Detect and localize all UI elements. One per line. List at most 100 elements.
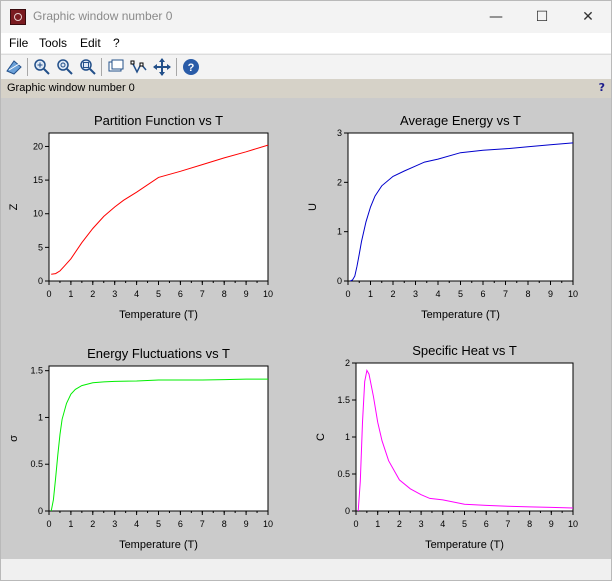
toolbar: ? <box>1 54 611 80</box>
plot-area <box>48 365 269 512</box>
x-tick-label: 9 <box>244 289 249 299</box>
y-tick-label: 0 <box>337 276 342 286</box>
x-tick-label: 6 <box>178 289 183 299</box>
x-tick-label: 5 <box>156 289 161 299</box>
x-axis-label: Temperature (T) <box>119 539 198 551</box>
svg-text:?: ? <box>188 62 195 74</box>
x-tick-label: 7 <box>503 289 508 299</box>
x-tick-label: 7 <box>200 519 205 529</box>
x-tick-label: 7 <box>505 519 510 529</box>
x-tick-label: 9 <box>548 289 553 299</box>
y-axis-label: U <box>307 203 319 211</box>
chart-4: Specific Heat vs T 0 1 2 3 4 5 6 7 8 9 10 0 0.5 1 1.5 2 T… <box>315 343 578 551</box>
zoom-in-icon[interactable] <box>33 58 51 76</box>
x-tick-label: 4 <box>134 289 139 299</box>
x-tick-label: 10 <box>568 289 578 299</box>
menu-tools[interactable]: Tools <box>39 36 68 50</box>
x-tick-label: 2 <box>90 519 95 529</box>
x-tick-label: 3 <box>413 289 418 299</box>
maximize-icon: ☐ <box>535 9 549 25</box>
graphics-canvas[interactable]: Partition Function vs T 0 1 2 3 4 5 6 7 8 9 10 0 5 10 1… <box>1 98 611 559</box>
datatip-icon[interactable] <box>107 58 125 76</box>
x-tick-label: 2 <box>397 519 402 529</box>
x-tick-label: 1 <box>68 289 73 299</box>
status-bar <box>1 559 611 580</box>
x-tick-label: 0 <box>345 289 350 299</box>
chart-title: Energy Fluctuations vs T <box>87 346 230 361</box>
y-tick-label: 5 <box>38 242 43 252</box>
minimize-button[interactable]: — <box>473 1 519 33</box>
chart-2: Average Energy vs T0 1 2 3 4 5 6 7 8 9 100123Tempe… <box>307 113 578 321</box>
chart-title: Partition Function vs T <box>94 113 223 128</box>
chart-3: Energy Fluctuations vs T 0 1 2 3 4 5 6 7 8 9 10 0 0.5… <box>8 346 273 551</box>
rotate-icon[interactable] <box>5 58 23 76</box>
menu-help[interactable]: ? <box>113 36 120 50</box>
x-tick-label: 10 <box>568 519 578 529</box>
menu-file[interactable]: File <box>9 36 29 50</box>
move-icon[interactable] <box>153 58 171 76</box>
x-tick-label: 10 <box>263 519 273 529</box>
chart-title: Average Energy vs T <box>400 113 521 128</box>
maximize-button[interactable]: ☐ <box>519 1 565 33</box>
y-tick-label: 0 <box>38 506 43 516</box>
x-tick-label: 3 <box>112 289 117 299</box>
x-tick-label: 3 <box>112 519 117 529</box>
x-tick-label: 9 <box>244 519 249 529</box>
plot-area <box>355 362 574 512</box>
y-axis-label: Z <box>8 203 20 210</box>
x-tick-label: 1 <box>375 519 380 529</box>
x-tick-label: 8 <box>525 289 530 299</box>
plot-area <box>48 132 269 282</box>
series-line <box>50 378 268 512</box>
close-icon: ✕ <box>582 9 594 25</box>
y-tick-label: 2 <box>345 358 350 368</box>
x-tick-label: 1 <box>368 289 373 299</box>
series-line <box>357 368 574 512</box>
minimize-icon: — <box>489 9 503 25</box>
x-tick-label: 9 <box>549 519 554 529</box>
info-help-icon[interactable]: ? <box>598 81 605 94</box>
y-tick-label: 1.5 <box>337 395 350 405</box>
x-axis-label: Temperature (T) <box>119 309 198 321</box>
x-tick-label: 10 <box>263 289 273 299</box>
x-tick-label: 4 <box>435 289 440 299</box>
y-tick-label: 20 <box>33 141 43 151</box>
menu-edit[interactable]: Edit <box>80 36 101 50</box>
plot-area <box>347 132 574 282</box>
series-line <box>350 142 574 282</box>
plots-svg: Partition Function vs T0 1 2 3 4 5 6 7 8 9 1005101… <box>8 113 578 551</box>
zoom-area-icon[interactable] <box>79 58 97 76</box>
menu-bar: File Tools Edit ? <box>1 33 611 53</box>
y-tick-label: 10 <box>33 209 43 219</box>
x-axis-label: Temperature (T) <box>421 309 500 321</box>
series-line <box>51 144 269 275</box>
x-tick-label: 6 <box>480 289 485 299</box>
x-tick-label: 1 <box>68 519 73 529</box>
curve-edit-icon[interactable] <box>130 58 148 76</box>
x-tick-label: 5 <box>462 519 467 529</box>
y-tick-label: 3 <box>337 128 342 138</box>
x-tick-label: 0 <box>46 289 51 299</box>
x-tick-label: 5 <box>458 289 463 299</box>
x-tick-label: 7 <box>200 289 205 299</box>
x-tick-label: 8 <box>222 519 227 529</box>
y-tick-label: 0.5 <box>30 459 43 469</box>
zoom-reset-icon[interactable] <box>56 58 74 76</box>
chart-1: Partition Function vs T 0 1 2 3 4 5 6 7 8 9 10 0 5 10 1… <box>8 113 273 321</box>
x-tick-label: 0 <box>353 519 358 529</box>
x-tick-label: 0 <box>46 519 51 529</box>
title-bar[interactable]: Graphic window number 0 — ☐ ✕ <box>1 1 611 33</box>
x-tick-label: 5 <box>156 519 161 529</box>
info-bar-title: Graphic window number 0 <box>7 82 135 94</box>
y-tick-label: 1 <box>38 412 43 422</box>
close-button[interactable]: ✕ <box>565 1 611 33</box>
x-tick-label: 8 <box>222 289 227 299</box>
y-tick-label: 15 <box>33 175 43 185</box>
x-tick-label: 2 <box>390 289 395 299</box>
help-icon[interactable]: ? <box>182 58 200 76</box>
y-tick-label: 1.5 <box>30 366 43 376</box>
x-axis-label: Temperature (T) <box>425 539 504 551</box>
y-axis-label: C <box>315 433 327 441</box>
y-tick-label: 2 <box>337 177 342 187</box>
